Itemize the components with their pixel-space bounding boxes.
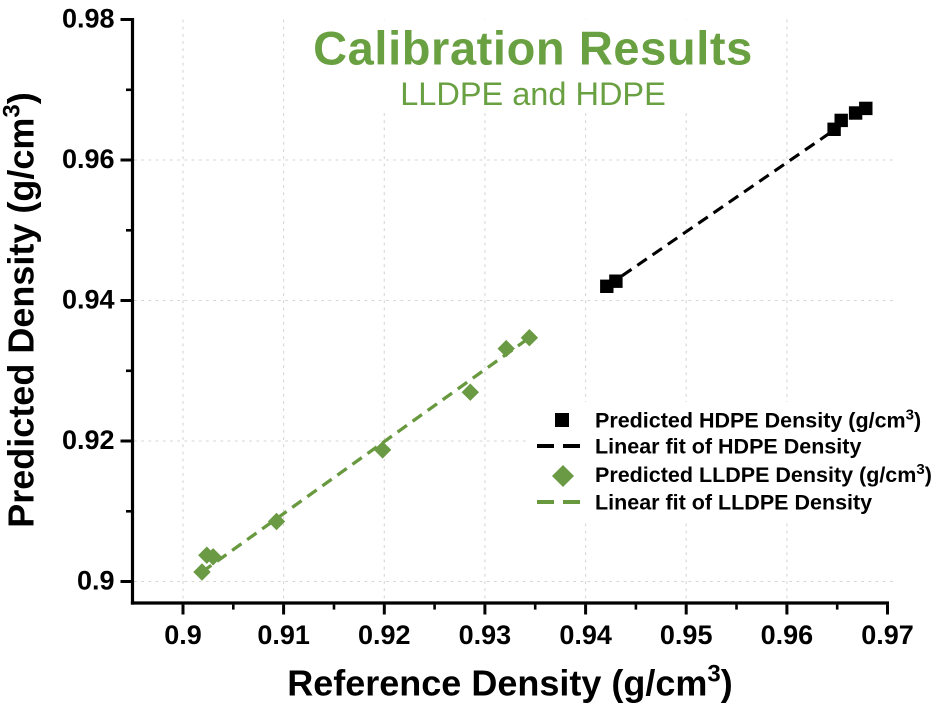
svg-text:0.97: 0.97 <box>861 620 914 650</box>
svg-text:0.96: 0.96 <box>62 144 115 174</box>
svg-text:0.9: 0.9 <box>77 565 115 595</box>
svg-text:LLDPE and HDPE: LLDPE and HDPE <box>400 76 666 112</box>
svg-text:0.95: 0.95 <box>660 620 713 650</box>
svg-text:0.93: 0.93 <box>459 620 512 650</box>
svg-text:Predicted Density (g/cm3): Predicted Density (g/cm3) <box>0 92 42 527</box>
svg-text:Reference Density (g/cm3): Reference Density (g/cm3) <box>287 661 733 704</box>
svg-text:0.9: 0.9 <box>164 620 202 650</box>
svg-text:0.96: 0.96 <box>761 620 814 650</box>
svg-text:Linear fit of HDPE Density: Linear fit of HDPE Density <box>595 435 861 459</box>
svg-text:0.92: 0.92 <box>358 620 411 650</box>
svg-text:0.98: 0.98 <box>62 3 115 33</box>
svg-text:0.94: 0.94 <box>62 284 115 314</box>
svg-text:0.92: 0.92 <box>62 425 115 455</box>
svg-text:0.91: 0.91 <box>257 620 310 650</box>
svg-text:Predicted HDPE Density (g/cm3): Predicted HDPE Density (g/cm3) <box>595 407 921 433</box>
svg-text:Predicted LLDPE Density (g/cm3: Predicted LLDPE Density (g/cm3) <box>595 461 932 487</box>
svg-text:Linear fit of LLDPE Density: Linear fit of LLDPE Density <box>595 491 872 515</box>
svg-text:0.94: 0.94 <box>559 620 612 650</box>
svg-text:Calibration Results: Calibration Results <box>313 22 753 75</box>
